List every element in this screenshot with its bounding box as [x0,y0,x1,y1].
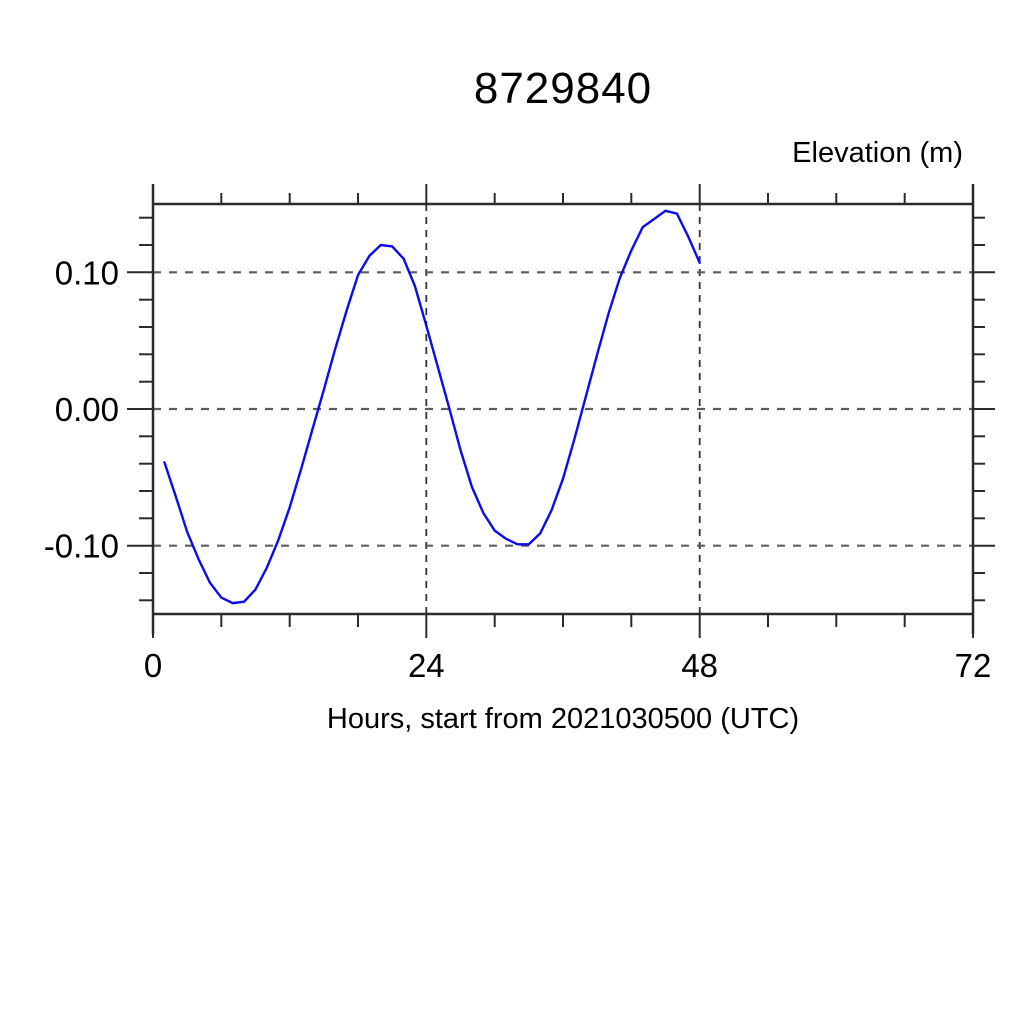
y-tick-label: 0.00 [55,391,119,428]
chart-title: 8729840 [473,64,653,113]
x-tick-label: 0 [144,647,162,684]
y-tick-label: -0.10 [44,528,119,565]
y-tick-label: 0.10 [55,254,119,291]
x-tick-label: 72 [955,647,992,684]
elevation-curve [163,209,701,605]
elevation-line-chart: 0 24 48 72 -0.10 0.00 0.10 [44,184,995,684]
x-tick-label: 24 [408,647,445,684]
y-axis-title: Elevation (m) [792,137,963,169]
x-axis-title: Hours, start from 2021030500 (UTC) [326,703,800,735]
x-tick-label: 48 [681,647,718,684]
